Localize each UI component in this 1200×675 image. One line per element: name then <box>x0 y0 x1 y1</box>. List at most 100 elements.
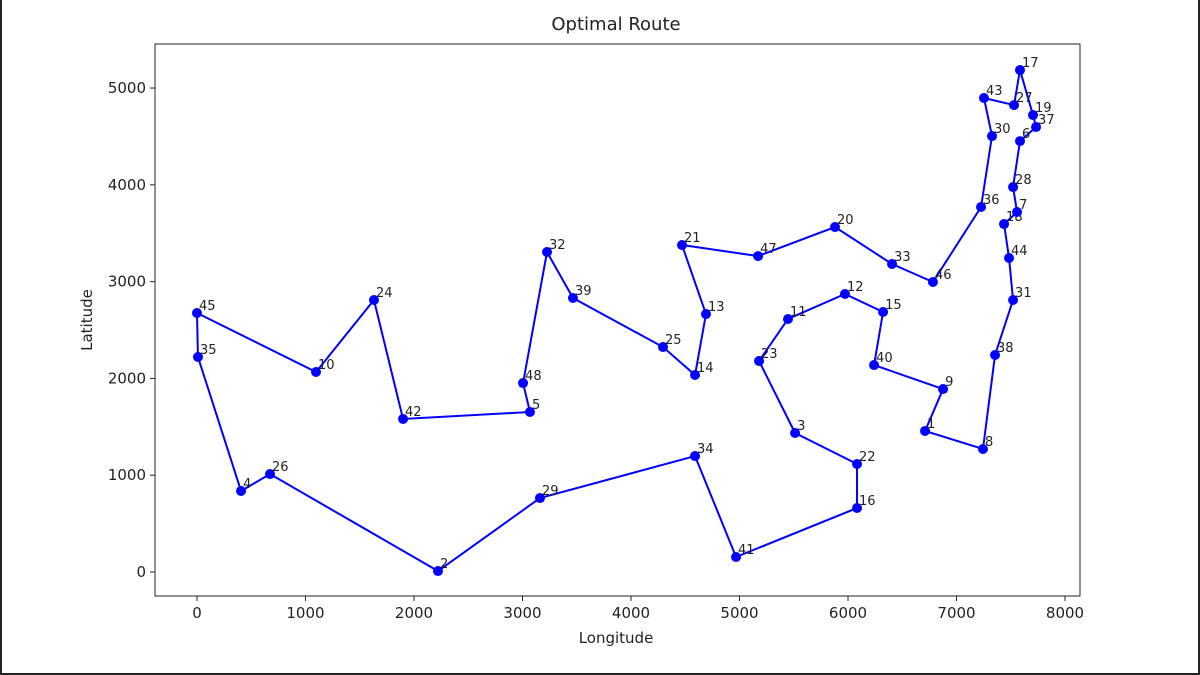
y-tick-label: 1000 <box>108 466 146 484</box>
point-label: 39 <box>575 284 592 299</box>
route-point <box>927 277 938 288</box>
route-point <box>690 370 701 381</box>
route-point <box>976 201 987 212</box>
x-tick-label: 1000 <box>286 604 324 622</box>
route-point <box>839 289 850 300</box>
x-tick-label: 5000 <box>720 604 758 622</box>
x-tick-label: 8000 <box>1046 604 1084 622</box>
point-label: 13 <box>708 300 725 315</box>
point-label: 37 <box>1038 113 1055 128</box>
y-tick-label: 0 <box>136 563 146 581</box>
route-point <box>236 485 247 496</box>
point-label: 28 <box>1015 173 1032 188</box>
point-label: 17 <box>1022 56 1039 71</box>
point-label: 40 <box>876 351 893 366</box>
point-label: 1 <box>927 417 935 432</box>
y-axis-label: Latitude <box>78 289 96 351</box>
route-point <box>1014 136 1025 147</box>
point-label: 42 <box>405 405 422 420</box>
route-point <box>978 93 989 104</box>
route-point <box>852 503 863 514</box>
point-label: 30 <box>994 122 1011 137</box>
route-point <box>534 493 545 504</box>
point-label: 41 <box>738 543 755 558</box>
point-label: 32 <box>549 238 566 253</box>
route-point <box>977 443 988 454</box>
point-label: 45 <box>199 299 216 314</box>
route-point <box>990 349 1001 360</box>
point-label: 6 <box>1022 127 1030 142</box>
route-point <box>920 425 931 436</box>
point-label: 24 <box>376 286 393 301</box>
point-label: 7 <box>1019 198 1027 213</box>
x-tick-label: 4000 <box>612 604 650 622</box>
point-label: 48 <box>525 369 542 384</box>
point-label: 11 <box>790 305 807 320</box>
point-label: 44 <box>1011 244 1028 259</box>
point-label: 36 <box>983 193 1000 208</box>
point-label: 23 <box>761 347 778 362</box>
route-point <box>852 458 863 469</box>
point-label: 22 <box>859 450 876 465</box>
point-label: 26 <box>272 460 289 475</box>
point-label: 47 <box>760 242 777 257</box>
point-label: 20 <box>837 213 854 228</box>
route-point <box>700 309 711 320</box>
x-axis-label: Longitude <box>579 629 654 647</box>
point-label: 43 <box>986 84 1003 99</box>
route-line <box>195 69 1038 573</box>
route-point <box>1008 182 1019 193</box>
route-point <box>1031 122 1042 133</box>
y-tick-label: 4000 <box>108 176 146 194</box>
route-point <box>398 413 409 424</box>
point-label: 46 <box>935 268 952 283</box>
route-point <box>192 352 203 363</box>
route-point <box>432 566 443 577</box>
x-tick-label: 2000 <box>395 604 433 622</box>
route-point <box>869 360 880 371</box>
point-label: 21 <box>684 231 701 246</box>
route-point <box>1028 110 1039 121</box>
route-point <box>677 240 688 251</box>
point-label: 2 <box>440 557 448 572</box>
point-label: 31 <box>1015 286 1032 301</box>
route-point <box>191 307 202 318</box>
plot-frame <box>154 43 1081 597</box>
route-point <box>368 295 379 306</box>
point-label: 25 <box>665 333 682 348</box>
route-point <box>938 384 949 395</box>
route-point <box>731 551 742 562</box>
point-label: 9 <box>945 375 953 390</box>
point-label: 33 <box>894 250 911 265</box>
point-label: 35 <box>200 343 217 358</box>
point-label: 12 <box>847 280 864 295</box>
point-label: 19 <box>1035 101 1052 116</box>
route-point <box>987 131 998 142</box>
point-label: 3 <box>797 419 805 434</box>
route-point <box>518 378 529 389</box>
route-point <box>753 251 764 262</box>
route-point <box>690 451 701 462</box>
y-tick-label: 5000 <box>108 79 146 97</box>
route-point <box>887 259 898 270</box>
point-label: 5 <box>532 398 540 413</box>
route-point <box>829 222 840 233</box>
x-tick-label: 0 <box>192 604 202 622</box>
route-point <box>542 247 553 258</box>
route-point <box>265 469 276 480</box>
y-tick-label: 3000 <box>108 273 146 291</box>
point-label: 29 <box>542 484 559 499</box>
route-point <box>999 219 1010 230</box>
route-point <box>567 292 578 303</box>
point-label: 14 <box>697 361 714 376</box>
route-point <box>658 342 669 353</box>
point-label: 10 <box>318 358 335 373</box>
point-label: 4 <box>243 477 251 492</box>
route-point <box>1004 253 1015 264</box>
point-label: 15 <box>885 298 902 313</box>
route-point <box>1014 65 1025 76</box>
point-label: 38 <box>997 341 1014 356</box>
route-point <box>524 407 535 417</box>
route-point <box>754 355 765 366</box>
